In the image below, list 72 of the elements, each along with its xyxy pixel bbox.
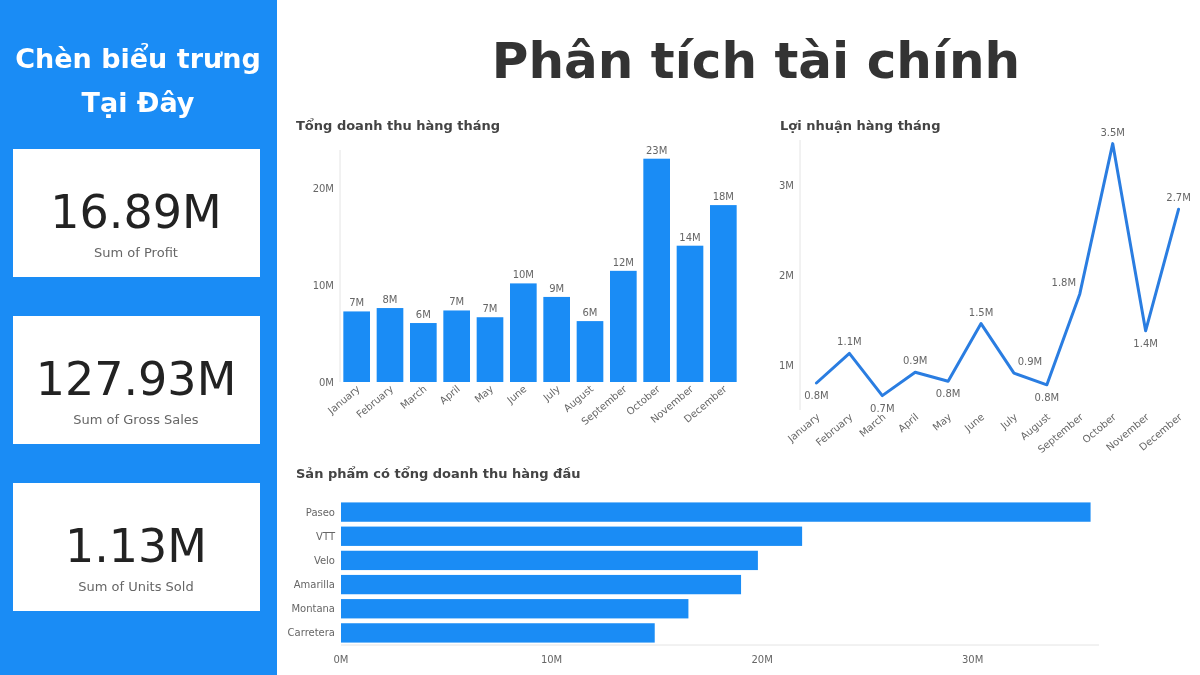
bar	[341, 599, 689, 619]
bar	[610, 270, 637, 382]
bar	[343, 311, 370, 382]
data-label: 0.9M	[1017, 356, 1043, 368]
y-tick-label: 1M	[779, 359, 794, 371]
data-label: 7M	[349, 297, 365, 309]
x-tick-label: May	[472, 383, 496, 405]
bar	[443, 310, 470, 382]
x-tick-label: July	[997, 411, 1020, 432]
text: Sum of Gross Sales	[73, 412, 199, 427]
data-label: 9M	[549, 282, 565, 294]
x-tick-label: May	[930, 411, 954, 433]
bar	[676, 245, 704, 382]
y-tick-label: 10M	[312, 279, 334, 291]
bar	[410, 323, 437, 382]
text: Sum of Profit	[94, 245, 178, 260]
data-label: 23M	[645, 144, 668, 156]
x-tick-label: July	[540, 383, 563, 404]
data-label: 0.8M	[1034, 391, 1060, 403]
data-label: 1.5M	[968, 306, 994, 318]
bar	[341, 502, 1091, 522]
bar	[643, 158, 670, 382]
text: 1.13M	[64, 519, 208, 573]
x-tick-label: 30M	[961, 654, 984, 665]
data-label: 0.7M	[870, 402, 895, 414]
data-label: 10M	[512, 269, 535, 281]
data-label: 1.1M	[837, 336, 862, 348]
x-tick-label: 20M	[751, 654, 773, 665]
y-tick-label: Amarilla	[293, 579, 335, 591]
bar	[341, 574, 742, 595]
y-tick-label: VTT	[316, 530, 336, 542]
data-label: 7M	[449, 296, 465, 308]
y-tick-label: 20M	[312, 183, 334, 195]
data-label: 6M	[415, 309, 431, 321]
x-tick-label: 0M	[333, 654, 349, 665]
y-tick-label: Montana	[291, 603, 335, 615]
data-label: 18M	[712, 191, 735, 203]
data-label: 7M	[482, 303, 498, 315]
data-label: 0.8M	[804, 390, 829, 401]
data-label: 14M	[679, 231, 701, 243]
bar	[710, 205, 737, 382]
bar	[510, 283, 537, 382]
y-tick-label: Carretera	[287, 627, 335, 639]
data-label: 1.8M	[1051, 276, 1077, 288]
y-tick-label: Velo	[313, 554, 335, 566]
bar	[341, 623, 655, 643]
bar	[576, 321, 604, 382]
bar	[376, 308, 404, 382]
data-label: 0.9M	[902, 355, 928, 367]
data-label: 8M	[382, 294, 398, 306]
bar	[341, 526, 803, 546]
bar	[543, 296, 570, 382]
bar	[341, 550, 758, 571]
text: Phân tích tài chính	[491, 32, 1021, 90]
text: Chèn biểu trưng Tại Đây	[15, 42, 261, 118]
chart-title: Tổng doanh thu hàng tháng	[296, 118, 501, 133]
y-tick-label: 2M	[779, 269, 794, 281]
data-label: 0.8M	[935, 388, 961, 400]
data-label: 1.4M	[1133, 337, 1158, 349]
data-label: 2.7M	[1166, 192, 1191, 204]
data-label: 6M	[582, 307, 598, 319]
y-tick-label: Paseo	[305, 506, 335, 518]
data-label: 3.5M	[1100, 126, 1125, 138]
text: 16.89M	[50, 185, 222, 239]
bar	[476, 317, 504, 382]
chart-title: Lợi nhuận hàng tháng	[780, 118, 941, 133]
chart-title: Sản phẩm có tổng doanh thu hàng đầu	[296, 466, 581, 481]
text: 127.93M	[35, 352, 237, 406]
y-tick-label: 3M	[779, 179, 794, 191]
text: Sum of Units Sold	[78, 579, 194, 594]
data-label: 12M	[612, 256, 635, 268]
x-tick-label: 10M	[540, 654, 563, 665]
